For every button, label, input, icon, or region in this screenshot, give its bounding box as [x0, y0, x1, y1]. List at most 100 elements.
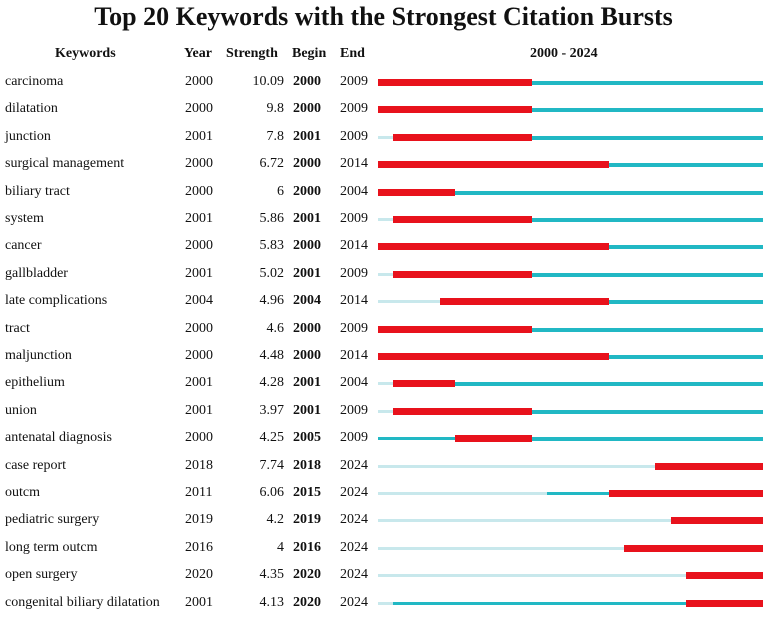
year-cell: 2016: [185, 539, 213, 555]
keyword-cell: carcinoma: [5, 74, 64, 89]
burst-timeline: [378, 490, 763, 497]
burst-timeline: [378, 353, 763, 360]
burst-segment: [378, 79, 532, 86]
end-cell: 2009: [340, 430, 368, 446]
burst-timeline: [378, 188, 763, 196]
active-segment: [378, 437, 455, 441]
burst-timeline: [378, 517, 763, 525]
end-cell: 2009: [340, 211, 368, 226]
header-end: End: [340, 46, 365, 61]
keyword-cell: epithelium: [5, 375, 65, 391]
strength-cell: 5.83: [259, 238, 285, 254]
strength-cell: 4.28: [259, 375, 285, 391]
keyword-cell: long term outcm: [5, 539, 98, 555]
year-cell: 2000: [185, 74, 213, 89]
burst-timeline: [378, 380, 763, 388]
begin-cell: 2018: [293, 457, 321, 473]
table-row: open surgery 2020 4.35 2020 2024: [0, 563, 767, 590]
table-row: congenital biliary dilatation 2001 4.13 202…: [0, 591, 767, 618]
burst-segment: [455, 435, 532, 443]
table-row: tract 2000 4.6 2000 2009: [0, 317, 767, 344]
end-cell: 2009: [340, 402, 368, 418]
burst-timeline: [378, 133, 763, 141]
keyword-cell: tract: [5, 320, 30, 336]
year-cell: 2001: [185, 265, 213, 281]
strength-cell: 9.8: [266, 101, 285, 117]
active-segment: [532, 272, 763, 277]
burst-segment: [378, 106, 532, 114]
year-cell: 2000: [185, 320, 213, 336]
year-cell: 2001: [185, 375, 213, 391]
year-cell: 2004: [185, 293, 213, 309]
keyword-cell: system: [5, 211, 44, 226]
inactive-segment: [378, 382, 394, 386]
keyword-cell: cancer: [5, 238, 42, 254]
active-segment: [609, 245, 763, 250]
burst-timeline: [378, 106, 763, 114]
burst-segment: [393, 380, 455, 388]
strength-cell: 6.72: [259, 156, 285, 172]
burst-segment: [393, 407, 532, 415]
keyword-cell: junction: [5, 128, 51, 144]
begin-cell: 2016: [293, 539, 321, 555]
header-begin: Begin: [292, 46, 327, 61]
burst-segment: [378, 325, 532, 333]
keyword-cell: case report: [5, 457, 67, 473]
strength-cell: 4.2: [266, 512, 285, 528]
active-segment: [547, 492, 609, 495]
keyword-cell: open surgery: [5, 567, 78, 583]
table-row: case report 2018 7.74 2018 2024: [0, 454, 767, 481]
end-cell: 2009: [340, 265, 368, 281]
active-segment: [532, 81, 763, 85]
table-row: cancer 2000 5.83 2000 2014: [0, 234, 767, 261]
begin-cell: 2005: [293, 430, 321, 446]
end-cell: 2009: [340, 320, 368, 336]
burst-timeline: [378, 572, 763, 580]
end-cell: 2014: [340, 293, 368, 309]
inactive-segment: [378, 218, 394, 221]
begin-cell: 2001: [293, 402, 321, 418]
table-row: pediatric surgery 2019 4.2 2019 2024: [0, 508, 767, 535]
begin-cell: 2001: [293, 265, 321, 281]
active-segment: [532, 218, 763, 222]
end-cell: 2024: [340, 539, 368, 555]
header-keywords: Keywords: [55, 46, 116, 61]
end-cell: 2014: [340, 238, 368, 254]
burst-timeline: [378, 270, 763, 278]
inactive-segment: [378, 519, 671, 523]
year-cell: 2000: [185, 183, 213, 199]
keyword-cell: congenital biliary dilatation: [5, 594, 160, 610]
end-cell: 2024: [340, 512, 368, 528]
header-strength: Strength: [226, 46, 278, 61]
active-segment: [532, 135, 763, 140]
end-cell: 2024: [340, 567, 368, 583]
begin-cell: 2000: [293, 74, 321, 89]
active-segment: [609, 300, 763, 305]
table-row: union 2001 3.97 2001 2009: [0, 399, 767, 426]
strength-cell: 4.96: [259, 293, 285, 309]
end-cell: 2009: [340, 74, 368, 89]
inactive-segment: [378, 135, 394, 139]
strength-cell: 10.09: [252, 74, 285, 89]
keyword-cell: union: [5, 402, 37, 418]
active-segment: [393, 601, 686, 605]
year-cell: 2020: [185, 567, 213, 583]
table-row: long term outcm 2016 4 2016 2024: [0, 536, 767, 563]
keyword-cell: dilatation: [5, 101, 58, 117]
strength-cell: 7.8: [266, 128, 285, 144]
end-cell: 2024: [340, 485, 368, 500]
burst-segment: [378, 353, 609, 360]
inactive-segment: [378, 546, 625, 550]
table-row: epithelium 2001 4.28 2001 2004: [0, 371, 767, 398]
active-segment: [532, 409, 763, 414]
end-cell: 2024: [340, 457, 368, 473]
strength-cell: 6.06: [259, 485, 285, 500]
begin-cell: 2000: [293, 320, 321, 336]
end-cell: 2009: [340, 101, 368, 117]
active-segment: [532, 327, 763, 332]
burst-timeline: [378, 544, 763, 552]
strength-cell: 4.6: [266, 320, 285, 336]
burst-timeline: [378, 243, 763, 251]
year-cell: 2001: [185, 211, 213, 226]
keyword-cell: maljunction: [5, 348, 72, 363]
